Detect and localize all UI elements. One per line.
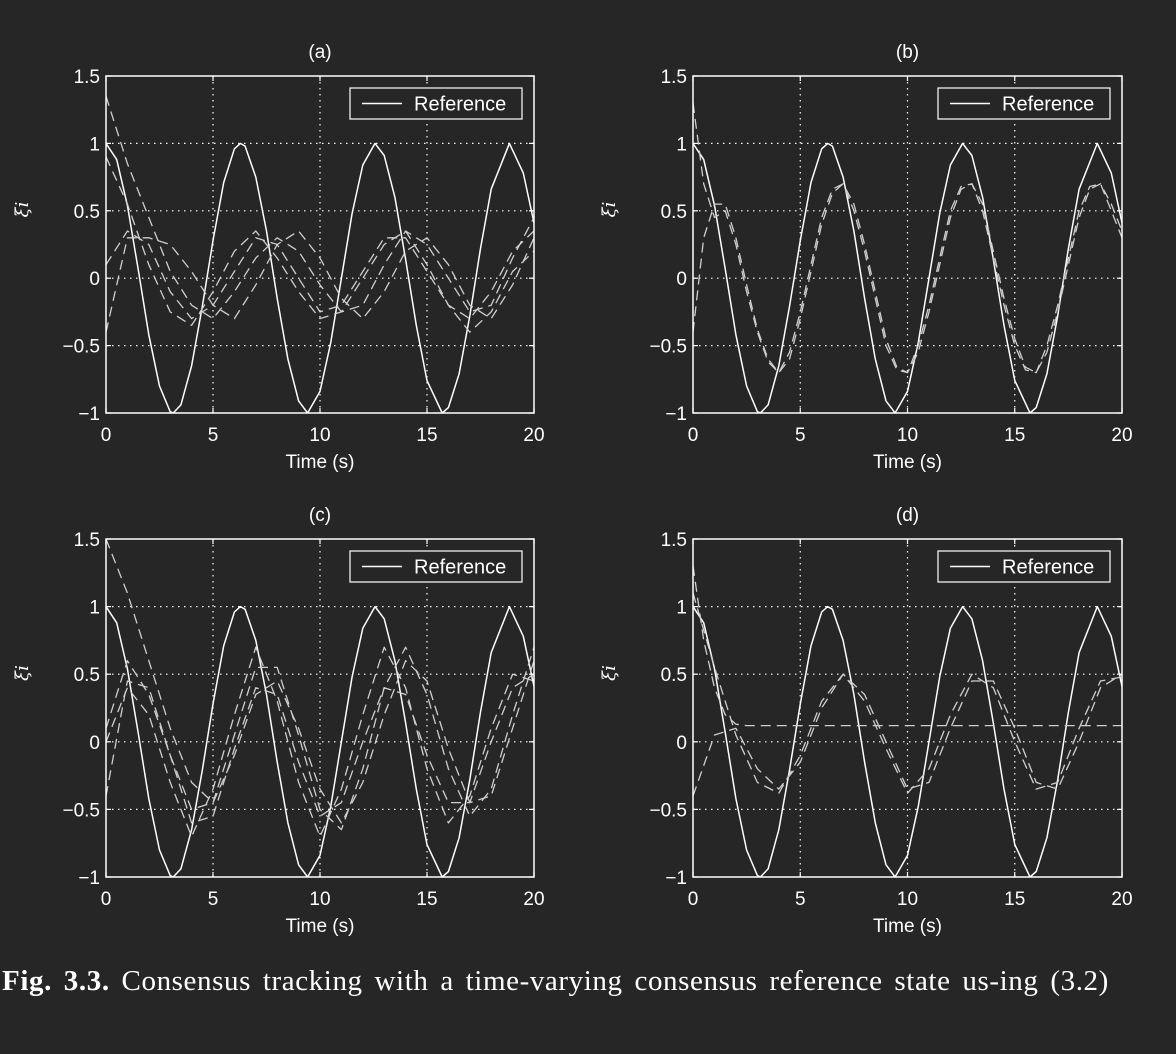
- y-axis-label: ξi: [12, 665, 33, 681]
- y-tick-label: 0: [676, 733, 687, 754]
- chart-panel-3: 0 5 10 15 20 −1 −0.5 0 0.5 1 1.5 (c) Time (s) ξi Refer…: [12, 505, 545, 937]
- y-tick-label: −1: [665, 868, 687, 889]
- y-tick-label: 0.5: [661, 665, 687, 686]
- legend-entry-label: Reference: [1002, 557, 1094, 579]
- agent-line-4: [106, 156, 534, 333]
- chart-panel-2: 0 5 10 15 20 −1 −0.5 0 0.5 1 1.5 (b) Time (s) ξi Refer…: [599, 42, 1133, 473]
- legend-entry-label: Reference: [414, 94, 506, 116]
- chart-title: (b): [896, 42, 919, 63]
- y-tick-label: 1.5: [74, 530, 100, 551]
- legend: Reference: [937, 87, 1111, 120]
- agent-line-3: [693, 592, 1122, 794]
- y-tick-label: 0.5: [74, 665, 100, 686]
- y-tick-label: 1: [89, 134, 100, 155]
- grid-lines: [693, 76, 1122, 413]
- x-tick-label: 20: [523, 425, 544, 446]
- x-tick-label: 0: [688, 425, 699, 446]
- legend: Reference: [937, 550, 1111, 583]
- series-group: [106, 539, 534, 877]
- grid-lines: [106, 539, 534, 877]
- y-tick-label: 0: [89, 733, 100, 754]
- x-tick-label: 20: [1111, 425, 1132, 446]
- x-axis-label: Time (s): [286, 916, 355, 937]
- y-tick-label: 0.5: [74, 202, 100, 223]
- x-tick-label: 5: [208, 889, 219, 910]
- chart-title: (d): [896, 505, 919, 526]
- x-tick-label: 15: [416, 889, 437, 910]
- figure-canvas: 0 5 10 15 20−1−0.500.511.5(a)Time (s)ξiRefer…: [12, 42, 1133, 937]
- agent-line-1: [106, 539, 534, 824]
- y-tick-label: 0: [89, 269, 100, 290]
- x-axis-label: Time (s): [286, 452, 355, 473]
- x-axis-label: Time (s): [873, 452, 942, 473]
- chart-panel-1: 0 5 10 15 20 −1 −0.5 0 0.5 1 1.5 (a) Time (s) ξi Refer…: [12, 42, 545, 473]
- y-tick-label: 0.5: [661, 202, 687, 223]
- grid-lines: [106, 76, 534, 413]
- grid-lines: [693, 539, 1122, 877]
- y-tick-label: 1.5: [74, 67, 100, 88]
- y-tick-label: −0.5: [62, 800, 100, 821]
- agent-line-2: [693, 673, 1122, 797]
- agent-line-2: [106, 646, 534, 831]
- y-tick-label: −1: [78, 868, 100, 889]
- y-tick-label: 1: [676, 134, 687, 155]
- x-tick-label: 10: [309, 425, 330, 446]
- x-tick-label: 5: [795, 889, 806, 910]
- x-tick-label: 10: [897, 425, 918, 446]
- x-tick-label: 0: [688, 889, 699, 910]
- legend-entry-label: Reference: [414, 557, 506, 579]
- y-axis-label: ξi: [599, 665, 620, 681]
- x-tick-label: 0: [101, 889, 112, 910]
- x-tick-label: 5: [795, 425, 806, 446]
- chart-panel-4: 0 5 10 15 20 −1 −0.5 0 0.5 1 1.5 (d) Time (s) ξi Refer…: [599, 505, 1133, 937]
- y-tick-label: 0: [676, 269, 687, 290]
- legend-entry-label: Reference: [1002, 94, 1094, 116]
- legend: Reference: [349, 87, 523, 120]
- x-tick-label: 10: [897, 889, 918, 910]
- figure-caption: Fig. 3.3. Consensus tracking with a time…: [2, 962, 1162, 1000]
- caption-label: Fig. 3.3.: [2, 965, 110, 997]
- chart-title: (a): [308, 42, 331, 63]
- agent-line-2: [693, 183, 1122, 374]
- agent-line-2: [106, 230, 534, 333]
- agent-line-3: [106, 673, 534, 824]
- caption-text: Consensus tracking with a time-varying c…: [109, 965, 1109, 997]
- y-tick-label: 1.5: [661, 530, 687, 551]
- x-tick-label: 15: [416, 425, 437, 446]
- x-tick-label: 15: [1004, 889, 1025, 910]
- y-tick-label: 1: [676, 598, 687, 619]
- y-tick-label: −0.5: [649, 337, 687, 358]
- x-tick-label: 0: [101, 425, 112, 446]
- agent-line-3: [106, 230, 534, 320]
- x-tick-label: 20: [523, 889, 544, 910]
- y-tick-label: −1: [665, 404, 687, 425]
- x-tick-label: 20: [1111, 889, 1132, 910]
- y-tick-label: 1: [89, 598, 100, 619]
- reference-line: [106, 142, 534, 413]
- chart-title: (c): [309, 505, 331, 526]
- y-axis-label: ξi: [12, 202, 33, 218]
- x-tick-label: 10: [309, 889, 330, 910]
- x-axis-label: Time (s): [873, 916, 942, 937]
- x-tick-label: 5: [208, 425, 219, 446]
- agent-line-1: [106, 96, 534, 320]
- y-tick-label: −0.5: [649, 800, 687, 821]
- y-tick-label: −0.5: [62, 337, 100, 358]
- legend: Reference: [349, 550, 523, 583]
- y-tick-label: 1.5: [661, 67, 687, 88]
- agent-line-4: [106, 646, 534, 838]
- x-tick-label: 15: [1004, 425, 1025, 446]
- y-tick-label: −1: [78, 404, 100, 425]
- series-group: [693, 565, 1122, 877]
- y-axis-label: ξi: [599, 202, 620, 218]
